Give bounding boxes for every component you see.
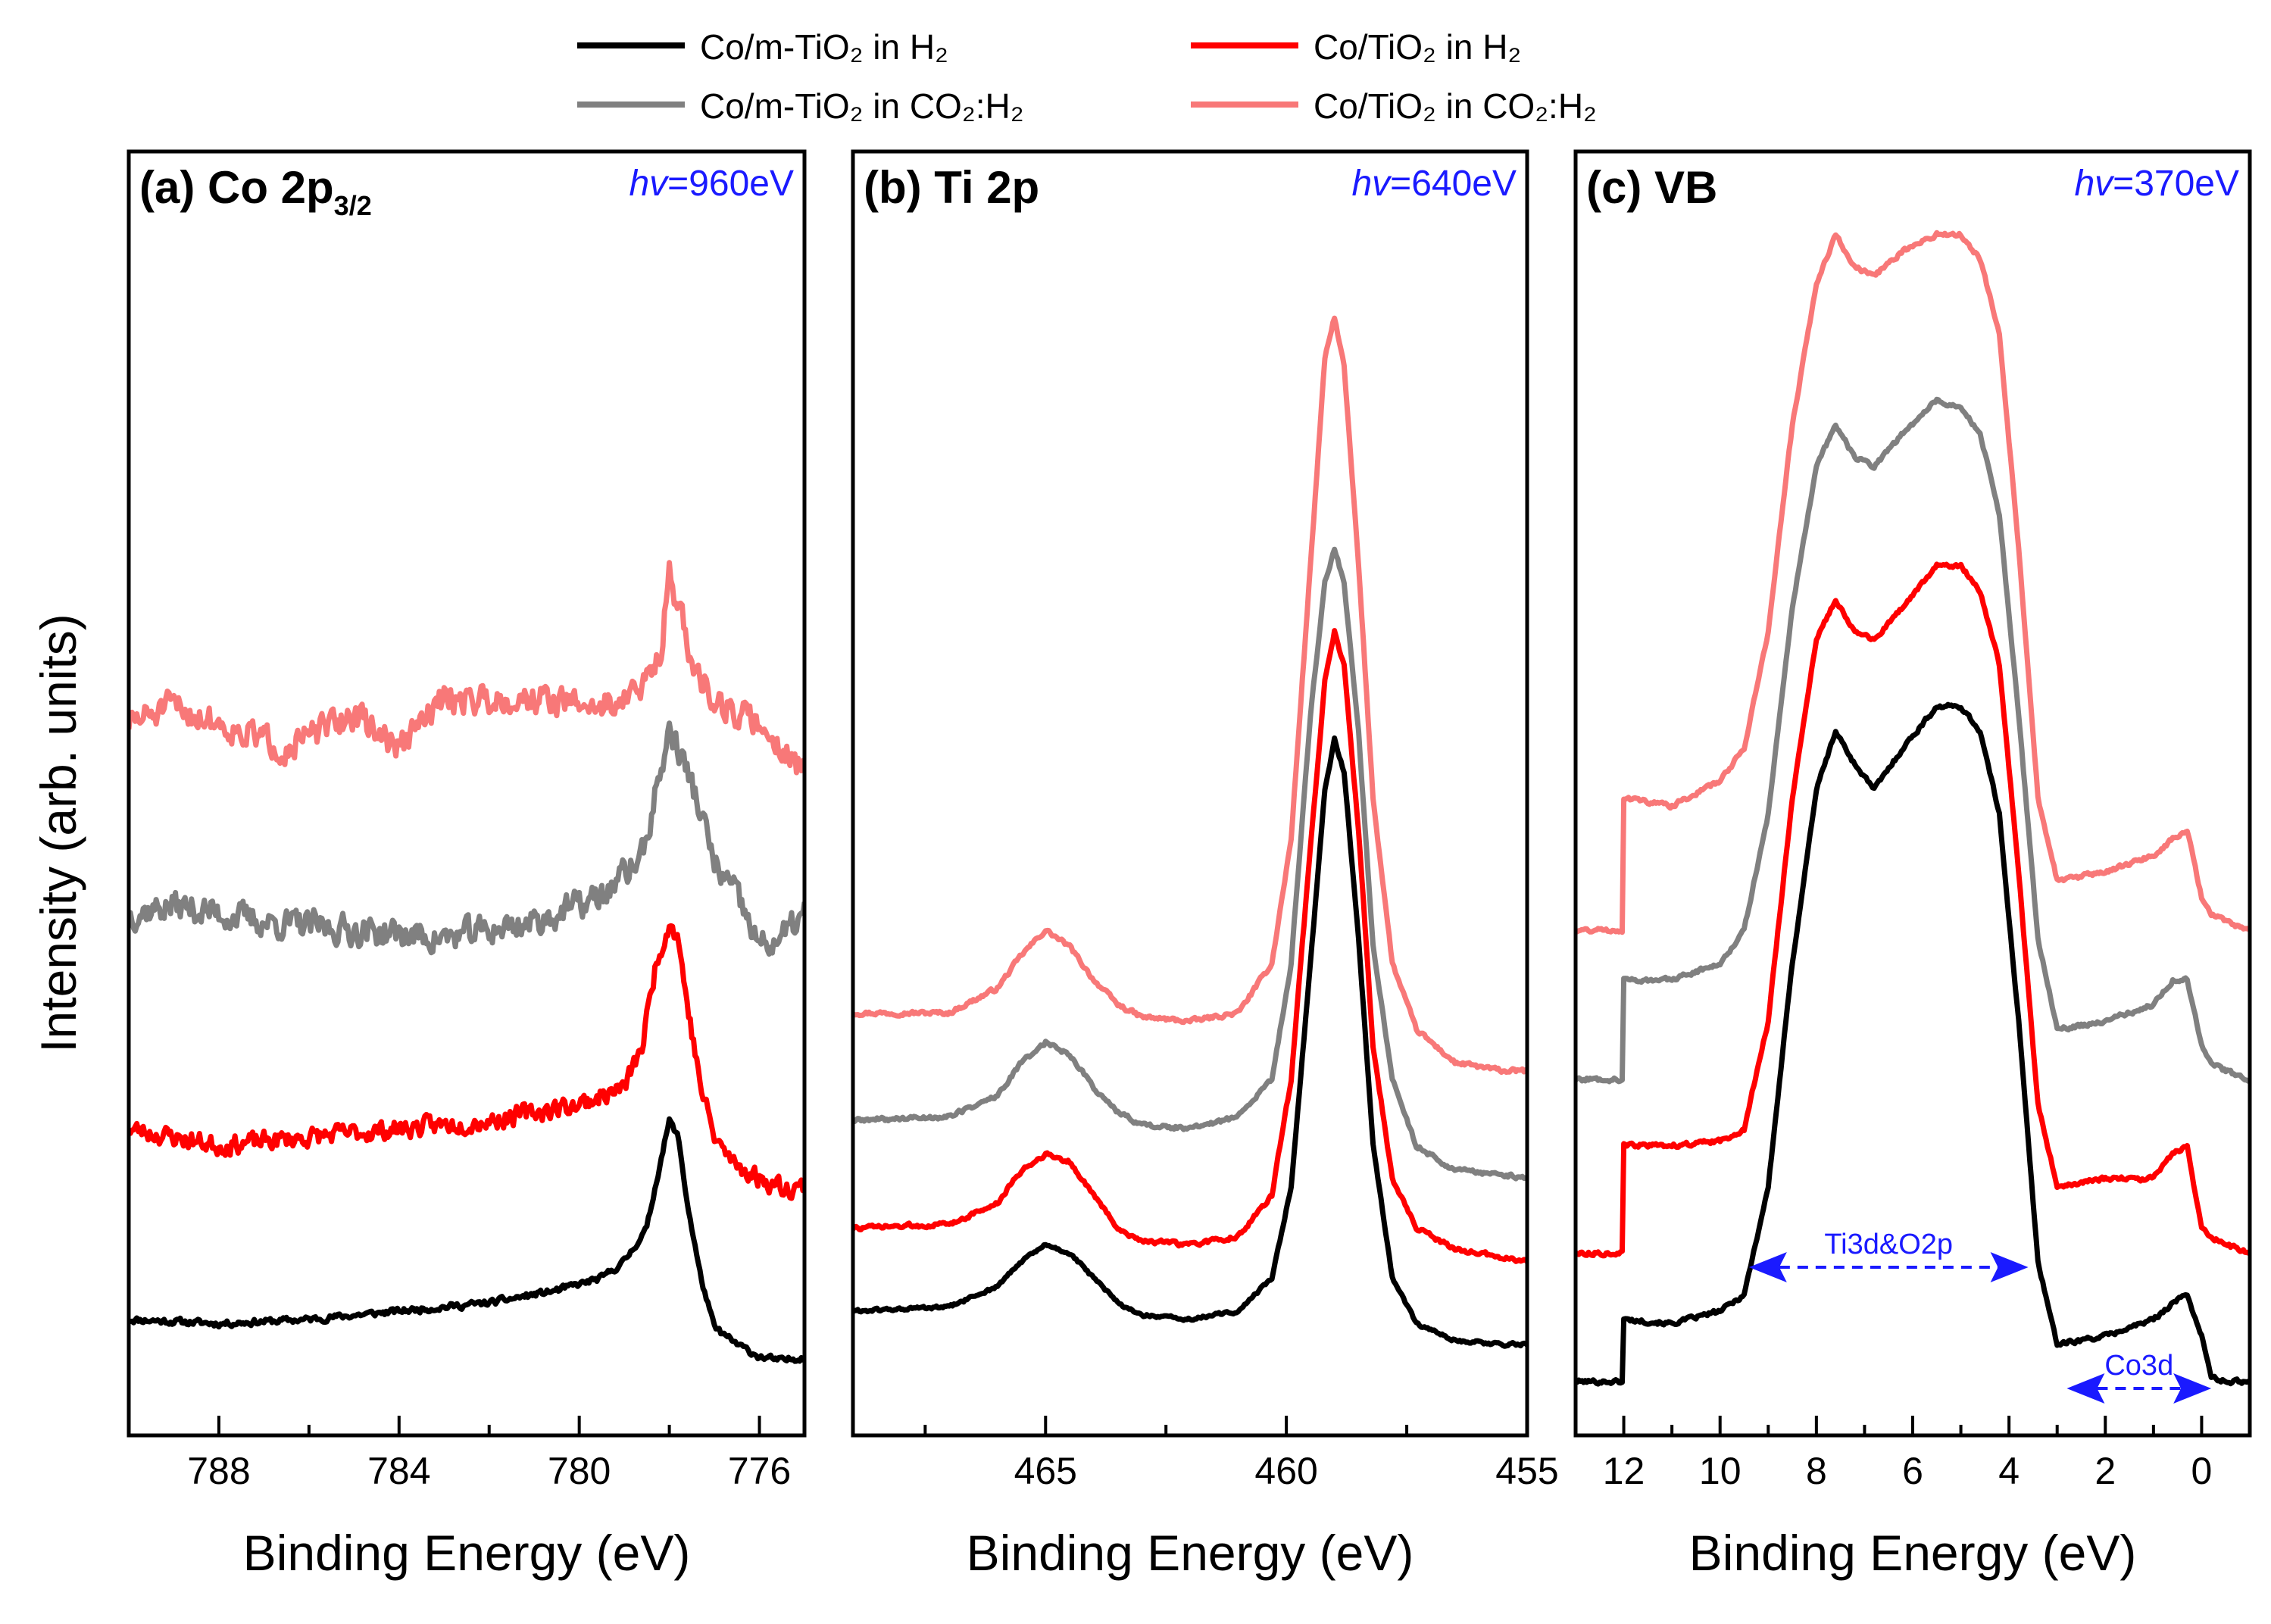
x-axis-label: Binding Energy (eV) bbox=[967, 1525, 1414, 1581]
x-tick-label: 8 bbox=[1806, 1450, 1827, 1492]
x-tick-label: 788 bbox=[187, 1450, 250, 1492]
series-co-m-tio2-in-h2-c bbox=[1576, 701, 2250, 1387]
annotation-label: Ti3d&O2p bbox=[1824, 1229, 1953, 1260]
series-co-tio2-in-h2-b bbox=[853, 628, 1527, 1264]
x-axis-label: Binding Energy (eV) bbox=[1689, 1525, 2137, 1581]
series-co-m-tio2-in-h2-b bbox=[853, 735, 1527, 1349]
series-co-tio2-in-co2-h2-c bbox=[1576, 230, 2250, 935]
arrow-left-icon bbox=[1748, 1252, 1787, 1282]
panel-title: (a) Co 2p3/2 bbox=[139, 162, 372, 221]
legend: Co/m-TiO₂ in H₂ Co/m-TiO₂ in CO₂:H₂ Co/T… bbox=[577, 27, 1597, 126]
x-tick-label: 776 bbox=[728, 1450, 791, 1492]
series-co-m-tio2-in-h2-a bbox=[129, 1116, 804, 1364]
panel-b-ti2p: 465 460 455 Binding Energy (eV) (b) Ti 2p hv=… bbox=[851, 149, 1559, 1581]
series-co-tio2-in-co2-h2-b bbox=[853, 315, 1527, 1075]
x-tick-label: 465 bbox=[1014, 1450, 1077, 1492]
x-tick-label: 12 bbox=[1603, 1450, 1645, 1492]
x-tick-label: 460 bbox=[1254, 1450, 1317, 1492]
x-tick-label: 780 bbox=[548, 1450, 611, 1492]
photon-energy-label: hv=640eV bbox=[1351, 164, 1517, 204]
panel-title: (c) VB bbox=[1586, 162, 1717, 213]
plot-frame bbox=[851, 149, 1529, 1438]
annotation-label: Co3d bbox=[2104, 1350, 2173, 1382]
legend-label-co-m-tio2-h2: Co/m-TiO₂ in H₂ bbox=[700, 27, 948, 67]
x-tick-label: 10 bbox=[1699, 1450, 1742, 1492]
arrow-right-icon bbox=[1990, 1252, 2029, 1282]
x-tick-label: 784 bbox=[367, 1450, 430, 1492]
arrow-right-icon bbox=[2173, 1373, 2212, 1404]
series-co-tio2-in-h2-a bbox=[129, 923, 804, 1201]
annotation-ti3d-o2p: Ti3d&O2p bbox=[1748, 1229, 2029, 1282]
x-axis-label: Binding Energy (eV) bbox=[243, 1525, 691, 1581]
series-co-tio2-in-h2-c bbox=[1576, 561, 2250, 1259]
arrow-left-icon bbox=[2066, 1373, 2105, 1404]
x-tick-label: 6 bbox=[1902, 1450, 1923, 1492]
series-co-m-tio2-in-co2-h2-a bbox=[129, 720, 804, 957]
panel-a-co2p: 788 784 780 776 Binding Energy (eV) (a) Co 2p… bbox=[127, 149, 807, 1581]
panel-title: (b) Ti 2p bbox=[864, 162, 1039, 213]
x-tick-label: 2 bbox=[2095, 1450, 2116, 1492]
photon-energy-label: hv=960eV bbox=[629, 164, 794, 204]
series-co-tio2-in-co2-h2-a bbox=[129, 560, 804, 776]
y-axis-label: Intensity (arb. units) bbox=[30, 614, 86, 1053]
series-co-m-tio2-in-co2-h2-c bbox=[1576, 396, 2250, 1085]
x-tick-label: 0 bbox=[2191, 1450, 2213, 1492]
annotation-co3d: Co3d bbox=[2066, 1350, 2212, 1404]
legend-label-co-m-tio2-co2h2: Co/m-TiO₂ in CO₂:H₂ bbox=[700, 86, 1024, 126]
panel-c-valence-band: 12 10 8 6 4 2 0 Binding Energy (eV) (c) VB hv=370… bbox=[1573, 149, 2252, 1581]
plot-frame bbox=[127, 149, 807, 1438]
legend-label-co-tio2-co2h2: Co/TiO₂ in CO₂:H₂ bbox=[1314, 86, 1597, 126]
photon-energy-label: hv=370eV bbox=[2074, 164, 2239, 204]
series-co-m-tio2-in-co2-h2-b bbox=[853, 546, 1527, 1182]
x-tick-label: 455 bbox=[1495, 1450, 1558, 1492]
legend-label-co-tio2-h2: Co/TiO₂ in H₂ bbox=[1314, 27, 1521, 67]
x-tick-label: 4 bbox=[1998, 1450, 2020, 1492]
